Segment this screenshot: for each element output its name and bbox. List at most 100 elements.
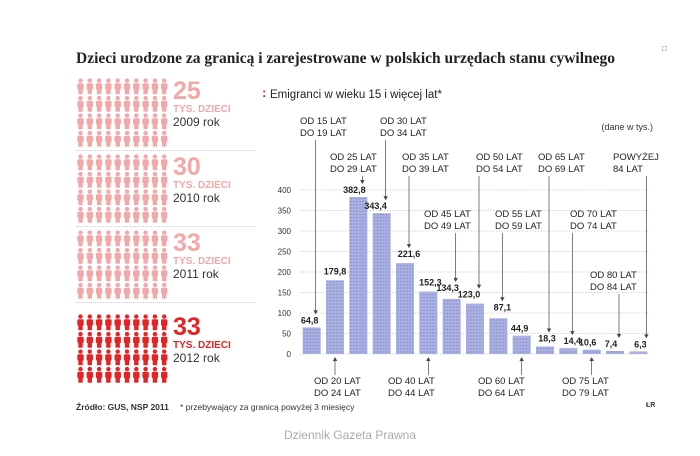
category-label: DO 64 LAT xyxy=(478,388,525,399)
bar-fill xyxy=(372,213,391,354)
person-icon xyxy=(161,230,168,247)
category-label: OD 80 LAT xyxy=(590,270,637,281)
bar-value-label: 7,4 xyxy=(605,339,618,349)
person-icon xyxy=(142,130,149,147)
chart-title: Emigranci w wieku 15 i więcej lat* xyxy=(270,89,442,101)
person-icon xyxy=(95,247,103,264)
birth-stat: 25 TYS. DZIECI 2009 rok xyxy=(173,78,231,129)
birth-count-unit: TYS. DZIECI xyxy=(173,180,231,191)
person-icon xyxy=(114,130,121,147)
bar xyxy=(559,348,578,354)
person-icon xyxy=(123,282,131,299)
person-icon xyxy=(161,171,168,188)
bar-fill xyxy=(606,350,624,354)
person-icon xyxy=(133,366,140,383)
people-icons-grid xyxy=(77,314,168,383)
bar xyxy=(582,349,601,354)
bar xyxy=(489,318,508,354)
person-icon xyxy=(105,349,112,366)
bar xyxy=(396,263,414,354)
person-icon xyxy=(77,314,84,331)
person-icon xyxy=(151,247,159,264)
panel-divider xyxy=(76,226,256,227)
person-icon xyxy=(86,95,93,112)
category-label: OD 30 LAT xyxy=(380,116,427,127)
y-tick-label: 100 xyxy=(278,309,292,318)
bar-value-label: 343,4 xyxy=(364,201,387,211)
footnote: * przebywający za granicą powyżej 3 mies… xyxy=(180,402,355,412)
person-icon xyxy=(114,95,121,112)
person-icon xyxy=(133,265,140,282)
bar-fill xyxy=(396,263,414,354)
person-icon xyxy=(161,247,168,264)
person-icon xyxy=(114,189,121,206)
bar xyxy=(536,346,554,354)
title-marker: : xyxy=(262,85,266,100)
y-tick-label: 250 xyxy=(278,248,292,257)
births-panel-4: 33 TYS. DZIECI 2012 rok xyxy=(76,314,256,384)
bar-value-label: 14,4 xyxy=(564,336,582,346)
person-icon xyxy=(123,189,131,206)
person-icon xyxy=(151,206,159,223)
person-icon xyxy=(105,189,112,206)
person-icon xyxy=(142,230,149,247)
category-label: DO 29 LAT xyxy=(330,164,377,175)
person-icon xyxy=(77,206,84,223)
person-icon xyxy=(161,366,168,383)
person-icon xyxy=(133,206,140,223)
person-icon xyxy=(95,265,103,282)
bar xyxy=(419,291,438,354)
person-icon xyxy=(105,130,112,147)
person-icon xyxy=(86,349,93,366)
person-icon xyxy=(123,130,131,147)
person-icon xyxy=(123,154,131,171)
person-icon xyxy=(95,331,103,348)
person-icon xyxy=(114,349,121,366)
person-icon xyxy=(151,78,159,95)
person-icon xyxy=(77,95,84,112)
person-icon xyxy=(77,154,84,171)
label-arrow-head xyxy=(519,357,524,361)
person-icon xyxy=(123,366,131,383)
category-label: OD 15 LAT xyxy=(300,116,347,127)
births-panel-2: 30 TYS. DZIECI 2010 rok xyxy=(76,154,256,224)
y-tick-label: 0 xyxy=(287,350,292,359)
person-icon xyxy=(123,206,131,223)
person-icon xyxy=(105,331,112,348)
person-icon xyxy=(133,189,140,206)
author-signature: ŁR xyxy=(646,402,656,409)
person-icon xyxy=(133,78,140,95)
person-icon xyxy=(151,349,159,366)
person-icon xyxy=(151,331,159,348)
person-icon xyxy=(77,349,84,366)
bar-value-label: 179,8 xyxy=(324,266,347,276)
bar-value-label: 152,3 xyxy=(419,278,442,288)
category-label: OD 55 LAT xyxy=(495,209,542,220)
person-icon xyxy=(151,130,159,147)
person-icon xyxy=(77,171,84,188)
category-label: OD 20 LAT xyxy=(314,376,361,387)
birth-year: 2011 rok xyxy=(173,267,219,281)
person-icon xyxy=(114,265,121,282)
bar xyxy=(326,280,344,354)
infographic-title: Dzieci urodzone za granicą i zarejestrow… xyxy=(76,50,616,67)
person-icon xyxy=(142,154,149,171)
person-icon xyxy=(77,230,84,247)
category-label: POWYŻEJ xyxy=(613,152,659,163)
person-icon xyxy=(86,113,93,130)
person-icon xyxy=(133,130,140,147)
person-icon xyxy=(161,282,168,299)
person-icon xyxy=(86,247,93,264)
person-icon xyxy=(105,247,112,264)
person-icon xyxy=(77,189,84,206)
bar-fill xyxy=(536,346,554,354)
person-icon xyxy=(142,95,149,112)
label-arrow-head xyxy=(644,334,649,339)
person-icon xyxy=(151,230,159,247)
label-arrow-head xyxy=(406,244,412,249)
category-label: OD 25 LAT xyxy=(330,152,377,163)
person-icon xyxy=(95,189,103,206)
bar-fill xyxy=(629,351,648,354)
category-label: DO 39 LAT xyxy=(402,164,449,175)
person-icon xyxy=(114,247,121,264)
